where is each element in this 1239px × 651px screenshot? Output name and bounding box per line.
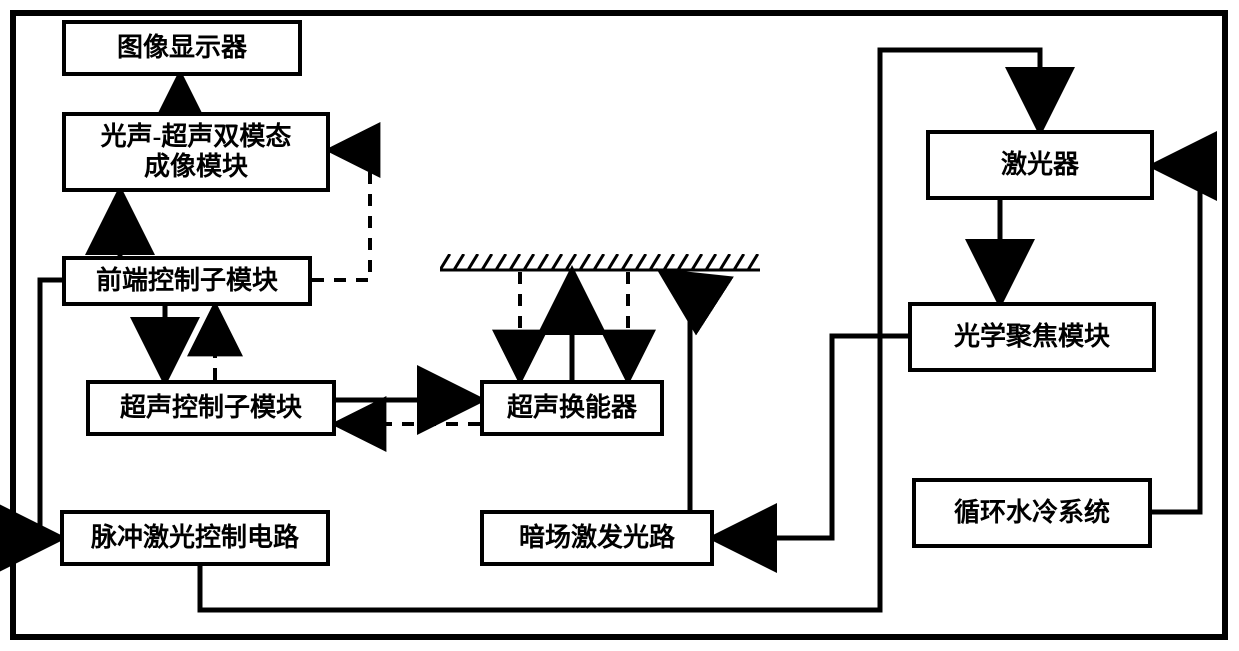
box-label: 光声-超声双模态 成像模块 [101,122,292,182]
box-pulse-laser-circuit: 脉冲激光控制电路 [60,510,330,566]
box-frontend-control: 前端控制子模块 [62,256,312,306]
box-dual-modal-imaging: 光声-超声双模态 成像模块 [62,112,330,192]
box-label: 循环水冷系统 [954,498,1110,528]
box-ultrasound-transducer: 超声换能器 [480,380,664,436]
box-label: 前端控制子模块 [96,266,278,296]
tissue-hatch-band [440,254,760,274]
box-darkfield-optics: 暗场激发光路 [480,510,714,566]
box-image-display: 图像显示器 [62,20,302,76]
box-label: 激光器 [1001,150,1079,180]
box-label: 图像显示器 [117,33,247,63]
box-label: 光学聚焦模块 [954,322,1110,352]
box-label: 脉冲激光控制电路 [91,523,299,553]
box-optical-focus: 光学聚焦模块 [908,302,1156,372]
diagram-canvas: 图像显示器 光声-超声双模态 成像模块 前端控制子模块 超声控制子模块 脉冲激光… [0,0,1239,651]
box-label: 超声换能器 [507,393,637,423]
box-label: 超声控制子模块 [120,393,302,423]
box-label: 暗场激发光路 [519,523,675,553]
box-ultrasound-control: 超声控制子模块 [86,380,336,436]
box-laser: 激光器 [926,130,1154,200]
box-water-cooling: 循环水冷系统 [912,478,1152,548]
